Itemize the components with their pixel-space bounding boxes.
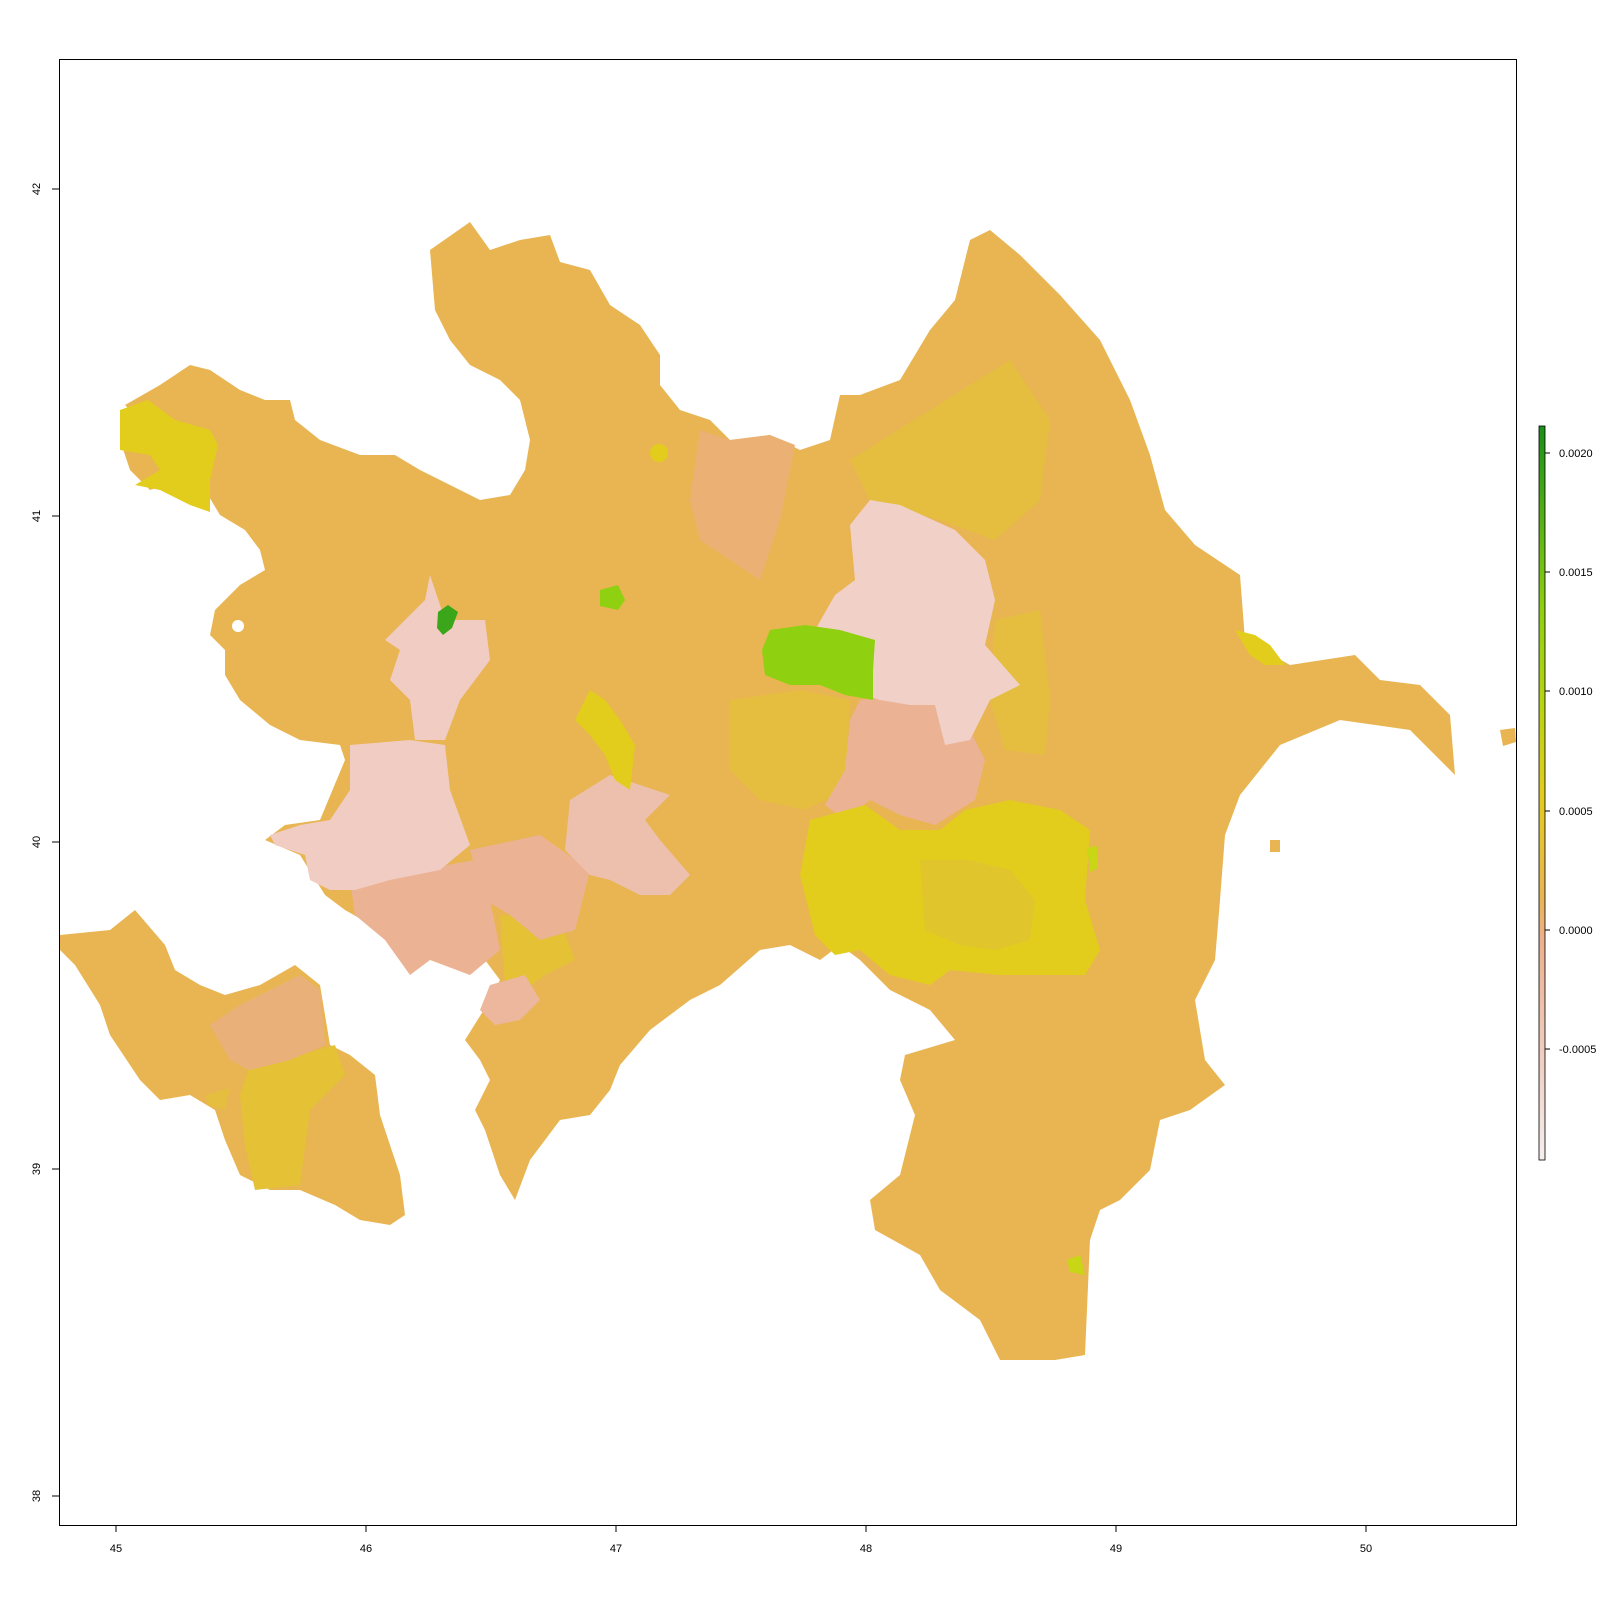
x-tick-label: 50	[1360, 1543, 1372, 1555]
x-tick-label: 49	[1110, 1543, 1122, 1555]
district-green-small	[437, 605, 458, 635]
district-lime-small	[600, 585, 625, 610]
district-yellow-nw	[120, 400, 218, 512]
x-tick-label: 48	[860, 1543, 872, 1555]
legend-tick-label: 0.0005	[1559, 806, 1593, 818]
y-tick-label: 41	[31, 510, 43, 522]
district-yellow-strip	[575, 690, 635, 790]
district-yellow-green-south	[1067, 1255, 1085, 1275]
coastal-fragment	[1270, 840, 1280, 852]
y-tick-label: 42	[31, 183, 43, 195]
legend-tick-label: 0.0000	[1559, 925, 1593, 937]
district-pink	[480, 975, 540, 1025]
legend-tick-label: 0.0010	[1559, 686, 1593, 698]
plot-frame	[59, 59, 1517, 1526]
district-ochre	[730, 690, 850, 810]
y-tick-label: 39	[31, 1163, 43, 1175]
district-ochre	[990, 610, 1050, 755]
district-yellow-green-small	[1087, 846, 1098, 872]
y-axis: 38 39 40 41 42	[31, 183, 59, 1502]
district-pale	[565, 775, 690, 895]
lake	[232, 620, 244, 632]
district-pale	[270, 740, 470, 890]
exclave-region	[60, 910, 405, 1225]
legend-gradient-bar	[1538, 425, 1546, 1161]
y-tick-label: 40	[31, 836, 43, 848]
district-salmon-north	[690, 430, 795, 580]
district-yellow-dot	[650, 444, 668, 462]
district-ochre-sw	[205, 1088, 230, 1110]
x-tick-label: 46	[360, 1543, 372, 1555]
country-raster	[60, 222, 1516, 1360]
x-tick-label: 45	[110, 1543, 122, 1555]
x-tick-label: 47	[610, 1543, 622, 1555]
district-ochre	[850, 360, 1050, 540]
district-pink	[470, 835, 590, 940]
district-ochre-exclave	[240, 1045, 345, 1190]
district-pale	[385, 575, 490, 740]
peninsula-tip	[1500, 728, 1516, 746]
coastal-fragment	[1135, 1100, 1150, 1118]
legend-tick-label: 0.0015	[1559, 567, 1593, 579]
legend-colorbar: 0.0020 0.0015 0.0010 0.0005 0.0000 -0.00…	[1538, 425, 1596, 1161]
district-pink	[350, 860, 500, 975]
district-yellow-inner	[920, 860, 1035, 950]
district-lime	[762, 625, 875, 700]
district-salmon-exclave	[210, 975, 325, 1070]
legend-tick-label: 0.0020	[1559, 448, 1593, 460]
district-yellow-coast	[1235, 630, 1285, 665]
y-tick-label: 38	[31, 1490, 43, 1502]
legend-tick-label: -0.0005	[1559, 1044, 1596, 1056]
x-axis: 45 46 47 48 49 50	[110, 1525, 1372, 1555]
